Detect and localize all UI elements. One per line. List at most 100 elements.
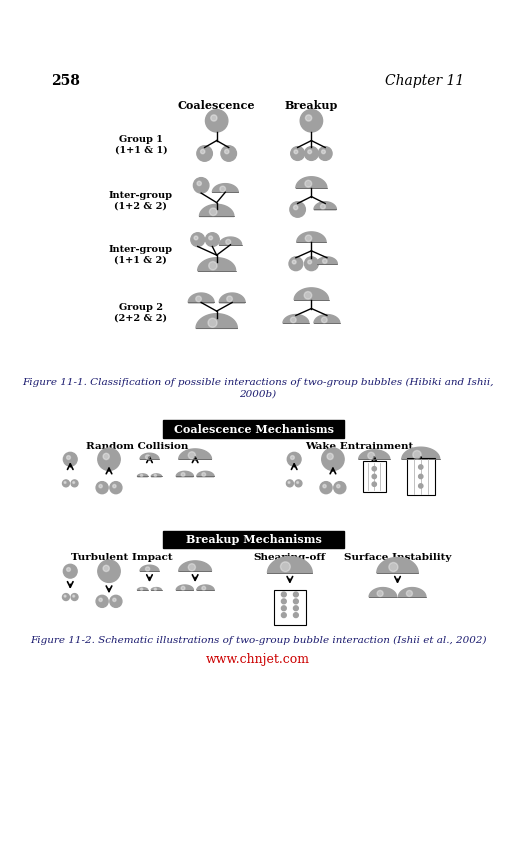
Circle shape xyxy=(211,115,217,121)
Text: Random Collision: Random Collision xyxy=(86,442,189,451)
Polygon shape xyxy=(294,288,329,300)
Text: Inter-group
(1+1 & 2): Inter-group (1+1 & 2) xyxy=(109,246,173,265)
Circle shape xyxy=(64,482,66,484)
Circle shape xyxy=(321,150,326,153)
Polygon shape xyxy=(151,588,162,590)
Circle shape xyxy=(304,257,318,271)
Text: Group 1
(1+1 & 1): Group 1 (1+1 & 1) xyxy=(115,136,167,155)
Polygon shape xyxy=(314,314,340,324)
Circle shape xyxy=(62,594,69,601)
Circle shape xyxy=(209,208,217,216)
Circle shape xyxy=(294,599,298,604)
Polygon shape xyxy=(179,449,212,459)
Circle shape xyxy=(320,204,326,209)
Circle shape xyxy=(194,236,198,240)
Polygon shape xyxy=(198,257,236,271)
Circle shape xyxy=(322,259,327,263)
Circle shape xyxy=(305,115,312,121)
Text: Wake Entrainment: Wake Entrainment xyxy=(304,442,413,451)
Circle shape xyxy=(295,480,302,487)
Polygon shape xyxy=(316,257,337,263)
Text: www.chnjet.com: www.chnjet.com xyxy=(206,653,310,666)
Circle shape xyxy=(418,474,423,479)
Circle shape xyxy=(208,262,217,270)
Circle shape xyxy=(64,595,66,597)
Circle shape xyxy=(291,317,296,323)
Polygon shape xyxy=(213,184,238,192)
Circle shape xyxy=(103,565,109,572)
Circle shape xyxy=(413,451,421,459)
Circle shape xyxy=(294,606,298,611)
Circle shape xyxy=(292,260,296,264)
Circle shape xyxy=(188,563,196,571)
Circle shape xyxy=(73,595,75,597)
Circle shape xyxy=(96,595,108,607)
Circle shape xyxy=(418,465,423,469)
Circle shape xyxy=(286,480,293,487)
Polygon shape xyxy=(151,473,162,477)
Circle shape xyxy=(202,473,206,476)
Circle shape xyxy=(71,480,78,487)
Polygon shape xyxy=(314,202,336,209)
Polygon shape xyxy=(137,588,148,590)
Text: 258: 258 xyxy=(51,75,80,88)
Circle shape xyxy=(96,482,108,494)
Circle shape xyxy=(334,482,346,494)
Circle shape xyxy=(99,484,102,488)
Circle shape xyxy=(288,482,290,484)
Circle shape xyxy=(318,147,332,160)
Circle shape xyxy=(202,586,206,590)
Circle shape xyxy=(281,606,286,611)
Circle shape xyxy=(196,296,201,302)
Polygon shape xyxy=(219,237,241,245)
Circle shape xyxy=(63,564,77,579)
Text: Chapter 11: Chapter 11 xyxy=(385,75,465,88)
Polygon shape xyxy=(267,556,312,573)
Circle shape xyxy=(98,560,120,583)
Circle shape xyxy=(291,147,304,160)
Text: Breakup Mechanisms: Breakup Mechanisms xyxy=(186,534,321,545)
Circle shape xyxy=(194,178,209,193)
Circle shape xyxy=(71,594,78,601)
Circle shape xyxy=(320,482,332,494)
Polygon shape xyxy=(377,557,418,573)
Circle shape xyxy=(377,590,383,596)
Circle shape xyxy=(294,205,298,210)
Circle shape xyxy=(224,149,229,154)
Circle shape xyxy=(289,257,303,271)
Circle shape xyxy=(227,296,232,302)
Circle shape xyxy=(327,453,333,460)
Circle shape xyxy=(62,480,69,487)
Circle shape xyxy=(290,202,305,217)
Circle shape xyxy=(308,260,312,264)
Polygon shape xyxy=(179,561,212,571)
Bar xyxy=(407,457,435,495)
Text: Coalescence: Coalescence xyxy=(178,100,255,111)
Circle shape xyxy=(99,598,102,601)
Circle shape xyxy=(110,595,122,607)
Circle shape xyxy=(221,146,236,161)
Circle shape xyxy=(112,598,116,601)
Circle shape xyxy=(372,467,376,471)
Polygon shape xyxy=(283,314,309,324)
Polygon shape xyxy=(296,177,327,188)
Circle shape xyxy=(323,484,326,488)
Polygon shape xyxy=(137,473,148,477)
Polygon shape xyxy=(176,585,194,590)
Circle shape xyxy=(191,233,205,246)
Text: Coalescence Mechanisms: Coalescence Mechanisms xyxy=(174,424,334,435)
Polygon shape xyxy=(197,585,214,590)
Circle shape xyxy=(73,482,75,484)
Circle shape xyxy=(220,186,225,191)
Circle shape xyxy=(368,452,375,459)
Circle shape xyxy=(205,233,219,246)
Circle shape xyxy=(321,317,327,323)
Text: Figure 11-2. Schematic illustrations of two-group bubble interaction (Ishii et a: Figure 11-2. Schematic illustrations of … xyxy=(30,636,486,645)
Circle shape xyxy=(67,567,71,572)
Text: Figure 11-1. Classification of possible interactions of two-group bubbles (Hibik: Figure 11-1. Classification of possible … xyxy=(22,378,494,386)
Circle shape xyxy=(300,109,322,132)
Circle shape xyxy=(208,318,217,327)
Circle shape xyxy=(281,599,286,604)
Polygon shape xyxy=(197,471,214,477)
Polygon shape xyxy=(402,447,440,459)
